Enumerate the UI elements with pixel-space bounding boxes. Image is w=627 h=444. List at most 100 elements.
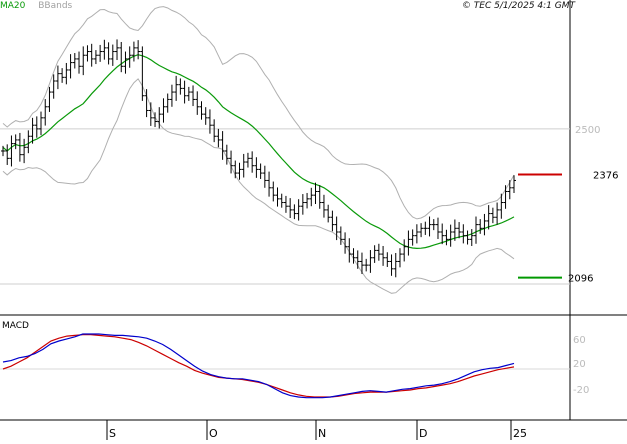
price-bar: [131, 41, 136, 62]
price-bar: [13, 134, 18, 150]
price-bar: [372, 245, 377, 263]
price-bar: [233, 160, 238, 179]
price-bar: [300, 194, 305, 215]
price-bar: [330, 210, 335, 232]
price-bar: [191, 85, 196, 107]
price-bar: [250, 151, 255, 173]
price-bar: [60, 68, 65, 83]
x-tick-label: N: [318, 427, 326, 440]
price-bar: [317, 185, 322, 209]
price-bar: [338, 226, 343, 245]
macd-y-tick: 20: [573, 359, 586, 370]
price-bar: [321, 194, 326, 218]
price-bar: [444, 229, 449, 246]
price-bar: [245, 152, 250, 168]
bband-upper-line: [2, 6, 515, 220]
price-bar: [22, 138, 27, 164]
price-bar: [182, 80, 187, 104]
price-bar: [165, 93, 170, 113]
price-bar: [72, 53, 77, 69]
price-bar: [402, 239, 407, 262]
price-bar: [347, 238, 352, 263]
price-bar: [503, 185, 508, 209]
price-bar: [385, 252, 390, 267]
price-bar: [47, 86, 52, 112]
price-bar: [77, 51, 82, 74]
resistance-level-label: 2376: [593, 171, 618, 182]
price-bar: [174, 75, 179, 101]
price-bar: [507, 180, 512, 200]
x-tick-label: 25: [513, 427, 527, 440]
price-bar: [43, 99, 48, 126]
price-bar: [169, 84, 174, 107]
price-bar: [115, 39, 120, 61]
legend-ma20: MA20: [0, 1, 26, 11]
price-bar: [30, 117, 35, 144]
price-bar: [427, 216, 432, 237]
price-bar: [414, 224, 419, 244]
price-bar: [343, 232, 348, 254]
price-bar: [495, 202, 500, 225]
price-bar: [275, 187, 280, 207]
price-bar: [203, 107, 208, 125]
price-bar: [98, 44, 103, 62]
price-bar: [410, 229, 415, 246]
macd-y-tick: -20: [573, 385, 589, 396]
price-bar: [478, 219, 483, 234]
price-bar: [106, 42, 111, 65]
price-bar: [359, 252, 364, 274]
price-bar: [490, 207, 495, 224]
price-bar: [482, 213, 487, 236]
price-bar: [153, 112, 158, 128]
price-bar: [351, 248, 356, 264]
price-bar: [237, 162, 242, 180]
price-bar: [161, 98, 166, 123]
price-bar: [136, 40, 141, 60]
x-tick-label: D: [419, 427, 427, 440]
price-bar: [5, 144, 10, 165]
price-bar: [469, 229, 474, 246]
price-bar: [512, 175, 516, 193]
price-bar: [258, 163, 263, 179]
price-bar: [195, 91, 200, 115]
copyright-label: © TEC 5/1/2025 4:1 GMT: [461, 1, 575, 11]
support-level-label: 2096: [568, 274, 593, 285]
price-bar: [376, 243, 381, 261]
price-bar: [110, 44, 115, 66]
x-tick-label: O: [209, 427, 218, 440]
price-bar: [123, 51, 128, 74]
price-bar: [119, 41, 124, 73]
macd-y-tick: 60: [573, 335, 586, 346]
price-bar: [283, 195, 288, 213]
price-bar: [393, 252, 398, 278]
bband-lower-line: [2, 78, 515, 294]
price-bar: [381, 245, 386, 266]
price-bar: [288, 198, 293, 218]
price-bar: [423, 221, 428, 235]
price-bar: [51, 74, 56, 99]
ma20-line: [2, 54, 515, 250]
price-bar: [224, 144, 229, 165]
price-bar: [431, 219, 436, 231]
price-bar: [397, 248, 402, 268]
price-bar: [64, 62, 69, 85]
price-bar: [207, 109, 212, 134]
price-bar: [140, 46, 145, 101]
price-bar: [1, 145, 5, 157]
price-bar: [406, 230, 411, 256]
price-bar: [186, 86, 191, 101]
price-bar: [305, 192, 310, 209]
price-bar: [457, 222, 462, 239]
price-bar: [102, 39, 107, 60]
price-bar: [212, 119, 217, 143]
macd-title: MACD: [2, 321, 29, 331]
price-bar: [419, 223, 424, 238]
price-bar: [364, 258, 369, 272]
price-bar: [241, 153, 246, 178]
price-bar: [39, 111, 44, 136]
price-bar: [448, 224, 453, 247]
price-bar: [465, 230, 470, 245]
price-bar: [473, 216, 478, 244]
